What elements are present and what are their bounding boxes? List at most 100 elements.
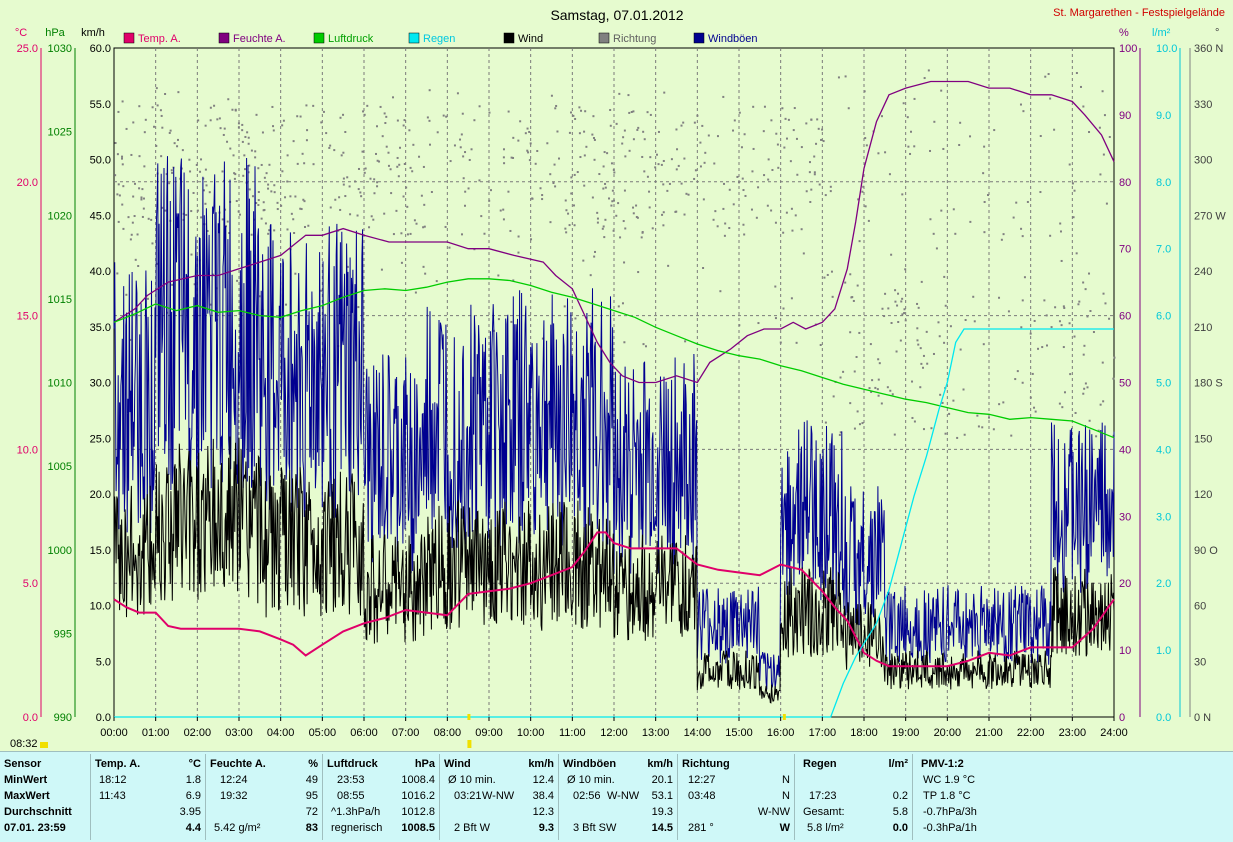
direction-point <box>703 161 706 164</box>
direction-point <box>962 388 965 391</box>
direction-point <box>738 111 741 114</box>
direction-point <box>462 177 465 180</box>
direction-point <box>844 75 847 78</box>
direction-point <box>122 185 125 188</box>
direction-point <box>732 129 735 132</box>
humidity-tick-label: 80 <box>1119 177 1131 189</box>
direction-point <box>868 387 871 390</box>
direction-point <box>385 115 388 118</box>
direction-point <box>151 106 154 109</box>
direction-point <box>1021 381 1024 384</box>
rain-total-label: Gesamt: <box>803 806 845 818</box>
direction-point <box>125 293 128 296</box>
temp-tick-label: 5.0 <box>23 578 38 590</box>
direction-point <box>929 149 932 152</box>
direction-point <box>818 183 821 186</box>
direction-tick-label: 240 <box>1194 266 1212 278</box>
direction-point <box>456 92 459 95</box>
direction-point <box>584 110 587 113</box>
direction-point <box>1016 370 1019 373</box>
direction-point <box>582 259 585 262</box>
direction-point <box>766 204 769 207</box>
direction-point <box>402 124 405 127</box>
direction-point <box>1061 406 1064 409</box>
stats-panel: Sensor MinWert MaxWert Durchschnitt 07.0… <box>0 751 1233 842</box>
direction-point <box>1033 319 1036 322</box>
direction-point <box>1102 292 1105 295</box>
direction-point <box>800 228 803 231</box>
direction-point <box>613 171 616 174</box>
direction-point <box>1058 402 1061 405</box>
direction-point <box>188 158 191 161</box>
direction-point <box>541 198 544 201</box>
direction-point <box>568 224 571 227</box>
direction-point <box>623 189 626 192</box>
direction-point <box>375 152 378 155</box>
temp-tick-label: 10.0 <box>17 444 38 456</box>
direction-point <box>376 159 379 162</box>
direction-point <box>372 218 375 221</box>
direction-point <box>621 302 624 305</box>
direction-point <box>262 209 265 212</box>
direction-point <box>536 149 539 152</box>
direction-point <box>1047 73 1050 76</box>
temp-min: 1.8 <box>185 774 201 786</box>
direction-point <box>473 119 476 122</box>
direction-point <box>131 221 134 224</box>
direction-point <box>641 231 644 234</box>
direction-point <box>983 145 986 148</box>
direction-point <box>260 217 263 220</box>
direction-point <box>360 195 363 198</box>
direction-point <box>611 189 614 192</box>
direction-point <box>373 192 376 195</box>
wind-tick-label: 55.0 <box>90 99 111 111</box>
direction-point <box>1060 259 1063 262</box>
direction-point <box>370 215 373 218</box>
direction-point <box>413 219 416 222</box>
direction-point <box>696 114 699 117</box>
direction-point <box>527 151 530 154</box>
direction-point <box>411 170 414 173</box>
direction-point <box>276 201 279 204</box>
rain-tick-label: 4.0 <box>1156 444 1171 456</box>
wind-max: 38.4 <box>532 790 554 802</box>
direction-point <box>502 208 505 211</box>
direction-point <box>546 142 549 145</box>
gusts-max: 53.1 <box>651 790 673 802</box>
humidity-tick-label: 90 <box>1119 110 1131 122</box>
direction-point <box>273 184 276 187</box>
direction-point <box>414 291 417 294</box>
direction-point <box>325 132 328 135</box>
direction-point <box>303 200 306 203</box>
direction-point <box>176 145 179 148</box>
direction-point <box>339 116 342 119</box>
humidity-min-time: 12:24 <box>220 774 248 786</box>
direction-point <box>767 158 770 161</box>
direction-point <box>632 138 635 141</box>
direction-point <box>823 276 826 279</box>
direction-point <box>1103 114 1106 117</box>
direction-point <box>861 422 864 425</box>
direction-point <box>920 362 923 365</box>
temp-current: 4.4 <box>185 822 201 834</box>
direction-point <box>363 171 366 174</box>
direction-point <box>704 151 707 154</box>
direction-point <box>657 130 660 133</box>
direction-point <box>933 120 936 123</box>
direction-point <box>329 206 332 209</box>
x-tick-label: 03:00 <box>225 727 253 739</box>
rain-extra: 5.8 l/m² <box>807 822 844 834</box>
x-tick-label: 20:00 <box>934 727 962 739</box>
direction-point <box>774 285 777 288</box>
direction-point <box>676 148 679 151</box>
direction-point <box>1101 361 1104 364</box>
direction-point <box>728 226 731 229</box>
direction-point <box>622 220 625 223</box>
x-tick-label: 06:00 <box>350 727 378 739</box>
direction-point <box>784 117 787 120</box>
direction-point <box>877 394 880 397</box>
direction-point <box>762 130 765 133</box>
direction-point <box>517 235 520 238</box>
direction-point <box>526 127 529 130</box>
direction-point <box>809 200 812 203</box>
